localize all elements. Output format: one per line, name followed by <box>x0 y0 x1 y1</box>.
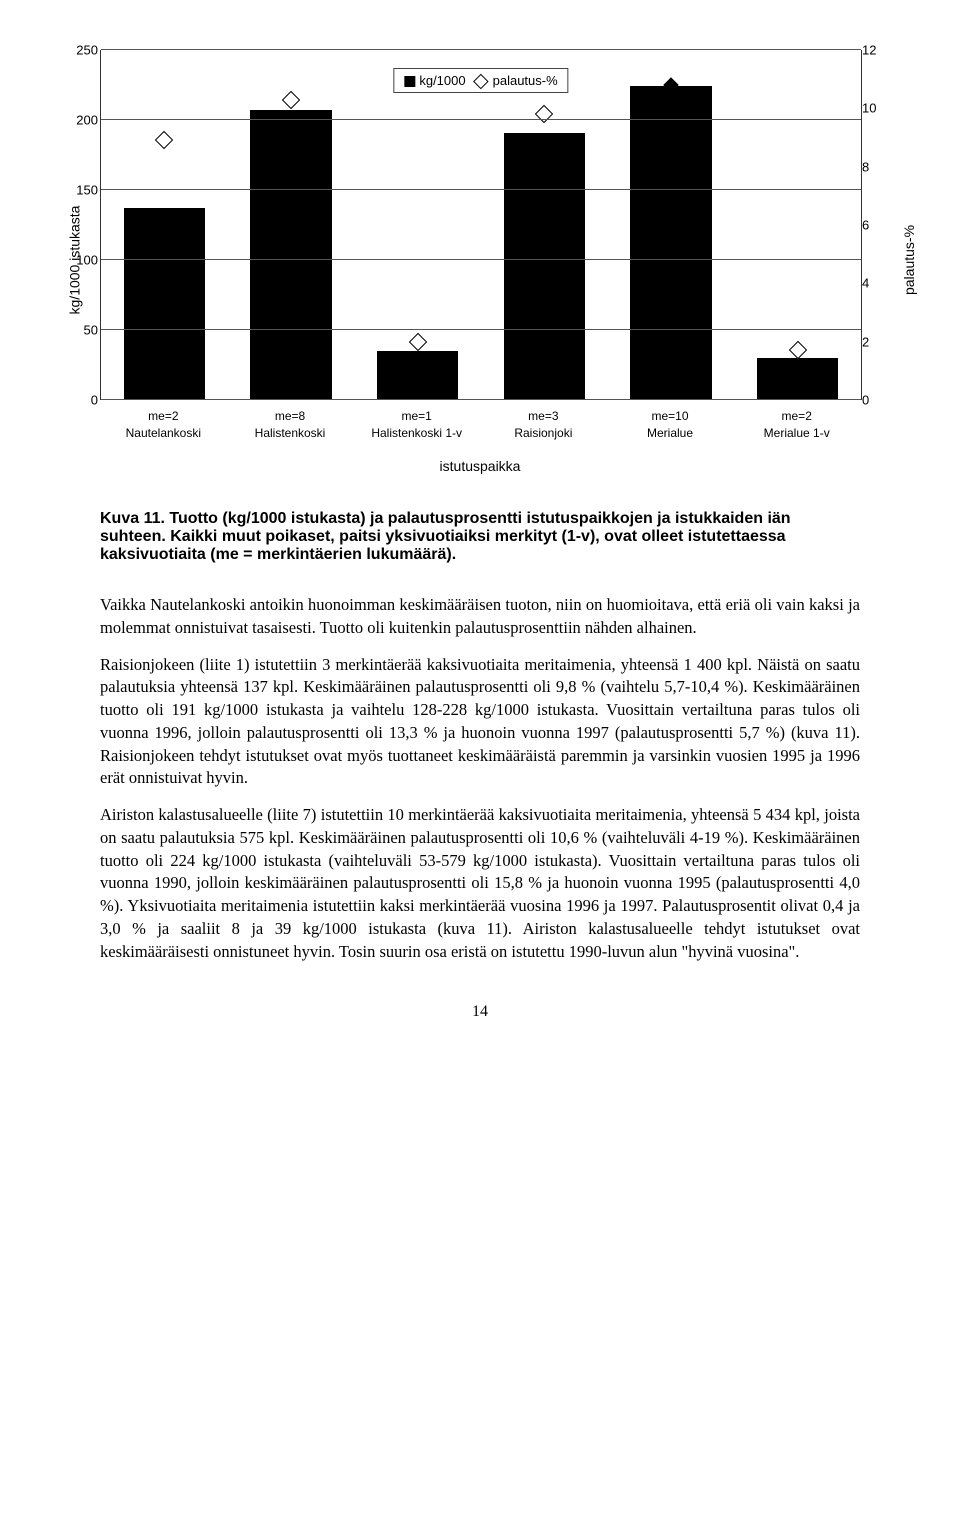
bar-slot <box>734 50 861 400</box>
ytick-right: 4 <box>862 276 869 291</box>
bar-slot <box>481 50 608 400</box>
bar-slot <box>354 50 481 400</box>
marker-diamond-icon <box>408 332 426 350</box>
x-category: me=8Halistenkoski <box>227 409 354 440</box>
ytick-left: 150 <box>76 183 98 198</box>
page-number: 14 <box>60 1003 900 1021</box>
ytick-right: 0 <box>862 393 869 408</box>
bar <box>757 358 838 400</box>
chart: kg/1000 istukasta palautus-% 05010015020… <box>60 40 900 480</box>
caption-text: Tuotto (kg/1000 istukasta) ja palautuspr… <box>100 510 791 563</box>
gridline <box>101 119 861 120</box>
bar <box>124 208 205 400</box>
marker-diamond-icon <box>155 131 173 149</box>
plot-inner: kg/1000 palautus-% <box>100 50 862 400</box>
x-categories: me=2Nautelankoskime=8Halistenkoskime=1Ha… <box>100 409 860 440</box>
bars-container <box>101 50 861 400</box>
body-text: Vaikka Nautelankoski antoikin huonoimman… <box>100 594 860 963</box>
y-ticks-right: 024681012 <box>862 50 892 400</box>
gridline <box>101 399 861 400</box>
plot-area: kg/1000 palautus-% <box>100 50 860 400</box>
gridline <box>101 329 861 330</box>
bar-slot <box>101 50 228 400</box>
ytick-right: 10 <box>862 101 876 116</box>
ytick-left: 100 <box>76 253 98 268</box>
bar <box>377 351 458 400</box>
ytick-left: 50 <box>84 323 98 338</box>
marker-diamond-icon <box>788 341 806 359</box>
bar <box>250 110 331 400</box>
x-category: me=3Raisionjoki <box>480 409 607 440</box>
caption-lead: Kuva 11. <box>100 510 165 527</box>
y-ticks-left: 050100150200250 <box>68 50 98 400</box>
ytick-right: 2 <box>862 334 869 349</box>
ytick-right: 8 <box>862 159 869 174</box>
gridline <box>101 189 861 190</box>
ytick-right: 12 <box>862 43 876 58</box>
ytick-left: 200 <box>76 113 98 128</box>
x-axis-title: istutuspaikka <box>60 458 900 474</box>
ytick-right: 6 <box>862 218 869 233</box>
gridline <box>101 259 861 260</box>
x-category: me=2Nautelankoski <box>100 409 227 440</box>
bar <box>630 86 711 400</box>
x-category: me=1Halistenkoski 1-v <box>353 409 480 440</box>
paragraph: Airiston kalastusalueelle (liite 7) istu… <box>100 804 860 963</box>
figure-caption: Kuva 11. Tuotto (kg/1000 istukasta) ja p… <box>100 510 860 564</box>
ytick-left: 250 <box>76 43 98 58</box>
paragraph: Vaikka Nautelankoski antoikin huonoimman… <box>100 594 860 640</box>
x-category: me=10Merialue <box>607 409 734 440</box>
bar-slot <box>228 50 355 400</box>
bar <box>504 133 585 400</box>
marker-diamond-icon <box>282 90 300 108</box>
y-axis-right-label: palautus-% <box>901 225 917 295</box>
x-category: me=2Merialue 1-v <box>733 409 860 440</box>
marker-diamond-icon <box>535 105 553 123</box>
gridline <box>101 49 861 50</box>
bar-slot <box>608 50 735 400</box>
ytick-left: 0 <box>91 393 98 408</box>
paragraph: Raisionjokeen (liite 1) istutettiin 3 me… <box>100 654 860 791</box>
